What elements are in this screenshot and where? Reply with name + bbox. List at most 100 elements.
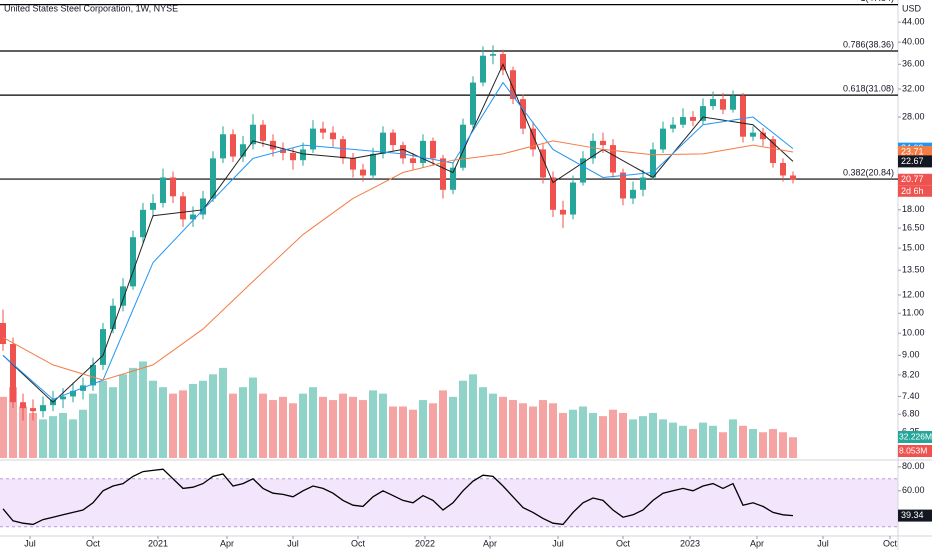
candle-body bbox=[350, 158, 356, 170]
volume-bar bbox=[479, 387, 487, 458]
candle-body bbox=[770, 139, 776, 163]
x-tick-label: Apr bbox=[220, 538, 234, 548]
volume-bar bbox=[239, 387, 247, 458]
candle-body bbox=[410, 158, 416, 163]
volume-tag-label: 8.053M bbox=[899, 445, 927, 455]
candle-body bbox=[610, 145, 616, 173]
x-tick-label: Oct bbox=[616, 538, 631, 548]
candle-body bbox=[580, 158, 586, 183]
volume-tag-label: 32.226M bbox=[899, 431, 932, 441]
volume-bar bbox=[549, 403, 557, 458]
y-tick-label: 6.80 bbox=[902, 409, 920, 419]
fib-label: 1(47.84) bbox=[860, 0, 894, 3]
candle-body bbox=[740, 95, 746, 137]
volume-bar bbox=[759, 432, 767, 458]
fib-label: 0.382(20.84) bbox=[843, 167, 894, 177]
candle-body bbox=[120, 286, 126, 306]
volume-bar bbox=[399, 406, 407, 458]
candle-body bbox=[630, 189, 636, 199]
x-tick-label: Apr bbox=[483, 538, 497, 548]
candle-body bbox=[210, 158, 216, 199]
volume-bar bbox=[709, 425, 717, 458]
price-tag-label: 22.67 bbox=[901, 156, 924, 166]
fib-label: 0.786(38.36) bbox=[843, 39, 894, 49]
candle-body bbox=[640, 177, 646, 190]
price-tag bbox=[898, 173, 932, 186]
candle-body bbox=[420, 140, 426, 163]
x-tick-label: Jul bbox=[24, 538, 36, 548]
rsi-tag bbox=[898, 509, 932, 522]
candle-body bbox=[260, 124, 266, 141]
moving-average bbox=[2, 81, 794, 400]
volume-tag bbox=[898, 445, 932, 457]
candle-body bbox=[710, 99, 716, 107]
volume-bar bbox=[349, 396, 357, 458]
candle-body bbox=[470, 82, 476, 125]
volume-bar bbox=[719, 432, 727, 458]
volume-bar bbox=[569, 409, 577, 458]
candle-body bbox=[540, 149, 546, 178]
candle-body bbox=[370, 153, 376, 176]
x-tick-label: Oct bbox=[351, 538, 366, 548]
candle-body bbox=[220, 134, 226, 159]
candle-body bbox=[750, 132, 756, 137]
candle-body bbox=[140, 209, 146, 238]
candle-body bbox=[490, 54, 496, 56]
x-tick-label: 2022 bbox=[415, 538, 435, 548]
volume-bar bbox=[749, 429, 757, 458]
candle-body bbox=[400, 145, 406, 159]
candle-body bbox=[160, 177, 166, 203]
x-tick-label: Jul bbox=[817, 538, 829, 548]
candle-body bbox=[330, 132, 336, 140]
volume-tag bbox=[898, 431, 932, 443]
volume-bar bbox=[319, 396, 327, 458]
y-tick-label: 15.00 bbox=[902, 242, 925, 252]
volume-bar bbox=[599, 416, 607, 458]
x-tick-label: 2023 bbox=[680, 538, 700, 548]
candle-body bbox=[520, 99, 526, 129]
x-tick-label: 2021 bbox=[148, 538, 168, 548]
candle-body bbox=[500, 54, 506, 71]
candle-body bbox=[530, 128, 536, 150]
candle-body bbox=[600, 140, 606, 146]
volume-bar bbox=[309, 387, 317, 458]
volume-bar bbox=[279, 396, 287, 458]
candle-body bbox=[560, 209, 566, 215]
volume-bar bbox=[669, 422, 677, 458]
volume-bar bbox=[99, 380, 107, 458]
y-tick-label: 44.00 bbox=[902, 17, 925, 27]
candle-body bbox=[670, 124, 676, 129]
volume-bar bbox=[429, 403, 437, 458]
volume-bar bbox=[9, 387, 17, 458]
countdown: 2d 6h bbox=[901, 186, 924, 196]
fib-label: 0.618(31.08) bbox=[843, 84, 894, 94]
candle-body bbox=[240, 144, 246, 157]
candle-body bbox=[440, 158, 446, 190]
volume-bar bbox=[29, 412, 37, 458]
volume-bar bbox=[489, 393, 497, 458]
volume-bar bbox=[149, 380, 157, 458]
volume-bar bbox=[69, 419, 77, 458]
candle-body bbox=[450, 167, 456, 190]
price-tag bbox=[898, 145, 932, 158]
volume-bar bbox=[609, 409, 617, 458]
candle-body bbox=[760, 132, 766, 140]
volume-bar bbox=[769, 429, 777, 458]
candle-body bbox=[200, 198, 206, 215]
volume-bar bbox=[619, 412, 627, 458]
volume-bar bbox=[119, 374, 127, 458]
candle-body bbox=[680, 117, 686, 125]
volume-bar bbox=[259, 393, 267, 458]
candle-body bbox=[570, 182, 576, 215]
x-tick-label: Jul bbox=[287, 538, 299, 548]
volume-bar bbox=[649, 412, 657, 458]
candle-body bbox=[170, 177, 176, 197]
volume-bar bbox=[449, 396, 457, 458]
candle-body bbox=[40, 405, 46, 412]
volume-bar bbox=[249, 377, 257, 458]
volume-bar bbox=[459, 380, 467, 458]
volume-bar bbox=[359, 400, 367, 458]
candle-body bbox=[230, 134, 236, 157]
